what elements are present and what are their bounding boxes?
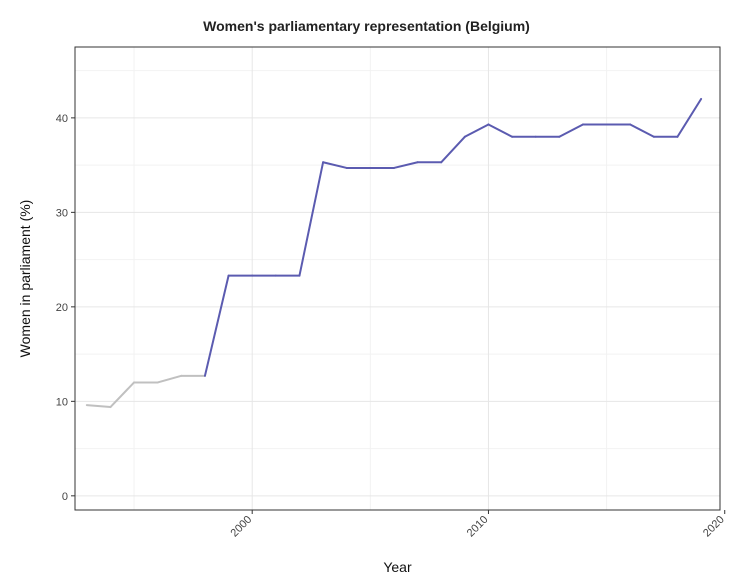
x-tick-label: 2020 [701, 514, 727, 540]
grid-lines [75, 47, 720, 510]
line-segment [322, 161, 348, 169]
y-tick-label: 20 [56, 302, 68, 314]
line-segment [298, 161, 325, 277]
line-segment [109, 381, 136, 409]
line-segment [487, 123, 514, 138]
line-segment [463, 123, 490, 138]
y-tick-label: 10 [56, 396, 68, 408]
line-segment [440, 135, 466, 164]
line-segment [392, 161, 419, 169]
y-axis-title: Women in parliament (%) [17, 200, 33, 358]
x-axis-title: Year [383, 559, 412, 575]
line-segment [85, 404, 112, 409]
x-tick-label: 2010 [465, 514, 491, 540]
plot-panel-border [74, 46, 721, 511]
x-tick-label: 2000 [229, 514, 255, 540]
line-segment [629, 123, 655, 138]
chart-title: Women's parliamentary representation (Be… [203, 18, 530, 34]
line-segment [676, 97, 703, 138]
y-tick-label: 30 [56, 207, 68, 219]
line-segment [558, 123, 584, 138]
line-segment [156, 374, 183, 384]
line-segment [203, 274, 230, 377]
axis-ticks: 0 10 20 30 40 2000 2010 2020 [56, 113, 727, 540]
line-series [85, 97, 703, 409]
y-tick-label: 0 [62, 491, 68, 503]
y-tick-label: 40 [56, 113, 68, 125]
